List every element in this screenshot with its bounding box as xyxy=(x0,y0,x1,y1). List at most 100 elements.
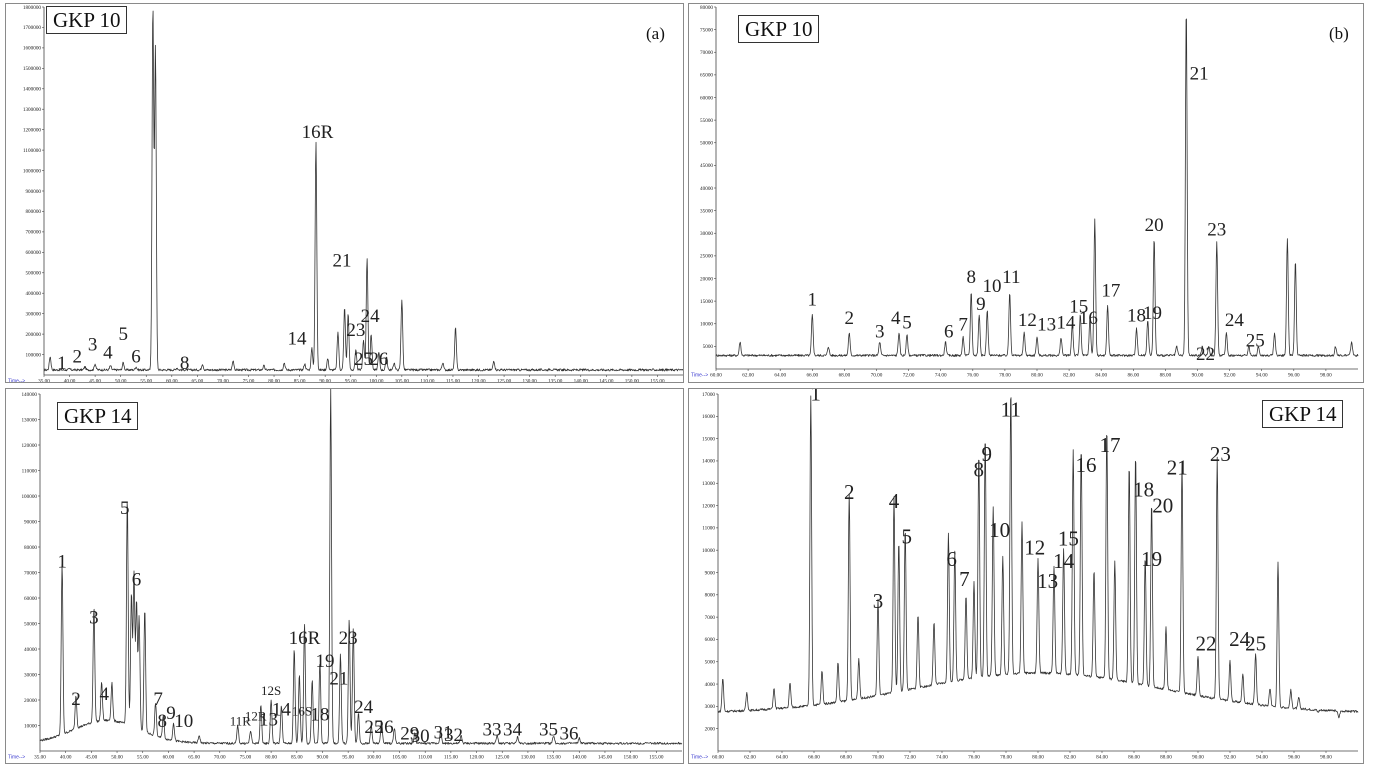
x-tick-label: 120.00 xyxy=(469,755,484,761)
x-tick-label: 75.00 xyxy=(243,379,255,384)
x-tick-label: 140.00 xyxy=(574,379,589,384)
chromatogram-c-plot: 10000 20000 30000 40000 50000 60000 70000 80000… xyxy=(8,389,683,761)
y-tick-label: 80000 xyxy=(24,545,37,551)
peak-label: 19 xyxy=(316,651,335,672)
peak-label: 14 xyxy=(1053,549,1075,573)
y-tick-label: 1600000 xyxy=(23,46,42,52)
x-tick-label: 65.00 xyxy=(188,755,200,761)
time-axis-tag: Time--> xyxy=(691,373,708,379)
y-tick-label: 4000 xyxy=(705,682,716,688)
x-tick-label: 98.00 xyxy=(1320,755,1332,761)
peak-label: 12S xyxy=(261,683,281,698)
peak-label: 10 xyxy=(983,276,1002,297)
peak-label: 8 xyxy=(157,711,167,732)
peak-label: 8 xyxy=(966,267,976,288)
peak-label: 15 xyxy=(1058,527,1079,551)
peak-label: 3 xyxy=(89,608,99,629)
y-tick-label: 900000 xyxy=(25,189,41,195)
x-tick-label: 82.00 xyxy=(1064,755,1076,761)
peak-label: 16R xyxy=(302,122,334,143)
peak-label: 11 xyxy=(1001,397,1021,421)
peak-label: 1 xyxy=(57,353,67,374)
x-tick-label: 140.00 xyxy=(572,755,587,761)
peak-label: 8 xyxy=(974,458,985,482)
panel-letter-a: (a) xyxy=(646,24,665,43)
chromatogram-trace xyxy=(39,389,683,745)
x-tick-label: 76.00 xyxy=(968,755,980,761)
y-tick-label: 2000 xyxy=(705,726,716,732)
peak-label: 7 xyxy=(958,315,968,336)
peak-label: 16 xyxy=(1079,308,1098,329)
x-tick-label: 75.00 xyxy=(240,755,252,761)
y-tick-label: 70000 xyxy=(24,570,37,576)
peak-label: 4 xyxy=(99,684,109,705)
y-tick-label: 600000 xyxy=(25,250,41,256)
y-tick-label: 80000 xyxy=(700,5,713,11)
x-tick-label: 145.00 xyxy=(599,379,614,384)
x-tick-label: 64.00 xyxy=(776,755,788,761)
y-tick-label: 55000 xyxy=(700,118,713,124)
peak-label: 2 xyxy=(844,480,855,504)
peak-label: 10 xyxy=(174,711,193,732)
peak-label: 26 xyxy=(375,717,394,738)
peak-label: 25 xyxy=(1245,632,1266,656)
peak-label: 3 xyxy=(88,334,98,355)
x-tick-label: 80.00 xyxy=(1032,755,1044,761)
peak-label: 13 xyxy=(259,710,278,731)
x-tick-label: 150.00 xyxy=(625,379,640,384)
peak-label: 21 xyxy=(1190,63,1209,84)
y-tick-label: 11000 xyxy=(702,526,715,532)
x-tick-label: 82.00 xyxy=(1063,373,1075,379)
x-tick-label: 95.00 xyxy=(345,379,357,384)
x-tick-label: 94.00 xyxy=(1256,373,1268,379)
y-tick-label: 30000 xyxy=(24,672,37,678)
peak-label: 21 xyxy=(333,251,352,272)
x-tick-label: 80.00 xyxy=(268,379,280,384)
peak-label: 24 xyxy=(361,306,381,327)
x-tick-label: 120.00 xyxy=(471,379,486,384)
y-tick-label: 60000 xyxy=(700,95,713,101)
y-tick-label: 25000 xyxy=(700,254,713,260)
y-tick-label: 16000 xyxy=(702,414,715,420)
x-tick-label: 62.00 xyxy=(742,373,754,379)
peak-label: 12 xyxy=(1018,310,1037,331)
y-tick-label: 6000 xyxy=(705,637,716,643)
y-tick-label: 35000 xyxy=(700,208,713,214)
y-tick-label: 1100000 xyxy=(23,148,41,154)
peak-label: 16 xyxy=(1076,453,1097,477)
peak-label: 6 xyxy=(946,547,957,571)
chromatogram-b-plot: 5000 10000 15000 20000 25000 30000 35000 40000 4… xyxy=(691,5,1359,379)
peak-label: 19 xyxy=(1143,303,1162,324)
peak-label: 25 xyxy=(364,717,383,738)
peak-label: 5 xyxy=(118,324,128,345)
x-tick-label: 135.00 xyxy=(548,379,563,384)
peak-label: 22 xyxy=(1196,344,1215,365)
peak-label: 13 xyxy=(1037,315,1056,336)
x-tick-label: 65.00 xyxy=(192,379,204,384)
peak-label: 24 xyxy=(1225,310,1245,331)
x-tick-label: 86.00 xyxy=(1128,755,1140,761)
y-tick-label: 1000000 xyxy=(23,168,42,174)
x-tick-label: 115.00 xyxy=(446,379,460,384)
x-tick-label: 35.00 xyxy=(34,755,46,761)
peak-label: 14 xyxy=(272,699,292,720)
peak-label: 4 xyxy=(103,343,113,364)
peak-label: 10 xyxy=(989,518,1010,542)
peak-label: 4 xyxy=(889,489,900,513)
x-tick-label: 60.00 xyxy=(163,755,175,761)
panel-letter-b: (b) xyxy=(1329,24,1349,43)
y-tick-label: 30000 xyxy=(700,231,713,237)
x-tick-label: 90.00 xyxy=(1192,373,1204,379)
y-tick-label: 40000 xyxy=(700,186,713,192)
x-tick-label: 70.00 xyxy=(217,379,229,384)
peak-label: 26 xyxy=(369,349,388,370)
chromatogram-trace xyxy=(715,18,1359,357)
x-tick-label: 85.00 xyxy=(291,755,303,761)
y-tick-label: 90000 xyxy=(24,519,37,525)
x-tick-label: 88.00 xyxy=(1160,755,1172,761)
x-tick-label: 90.00 xyxy=(317,755,329,761)
peak-label: 11 xyxy=(1002,267,1020,288)
peak-label: 31 xyxy=(434,722,453,743)
y-tick-label: 70000 xyxy=(700,50,713,56)
x-tick-label: 130.00 xyxy=(523,379,538,384)
